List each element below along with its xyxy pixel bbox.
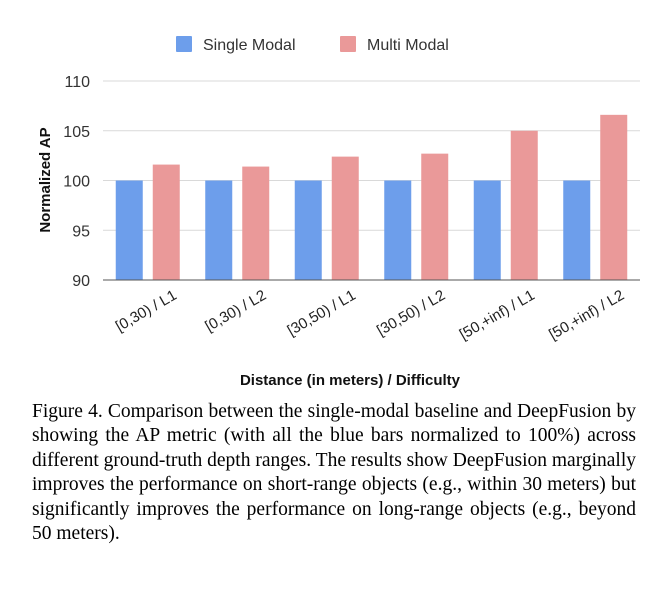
legend-label: Single Modal [203,37,296,54]
bar-single-modal [115,180,143,280]
bar-multi-modal [421,153,449,280]
y-tick-label: 95 [72,223,90,240]
x-tick-label: [30,50) / L1 [285,287,359,340]
y-tick-label: 110 [64,74,90,91]
figure-caption: Figure 4. Comparison between the single-… [32,401,636,545]
gridlines [103,80,640,281]
y-axis-ticks: 90 95 100 105 110 [63,74,90,290]
bar-multi-modal [152,164,180,280]
bar-single-modal [205,180,233,280]
legend-swatch [340,36,356,52]
bar-multi-modal [331,156,359,280]
x-axis-title: Distance (in meters) / Difficulty [240,372,461,389]
legend-swatch [176,36,192,52]
bars [103,114,640,281]
x-tick-label: [0,30) / L2 [202,287,269,335]
x-tick-label: [0,30) / L1 [113,287,180,335]
y-tick-label: 100 [63,174,90,191]
x-tick-label: [50,+inf) / L2 [546,287,627,344]
legend-label: Multi Modal [367,37,449,54]
bar-single-modal [473,180,501,280]
bar-multi-modal [510,130,538,280]
bar-multi-modal [600,114,628,280]
legend: Single Modal Multi Modal [176,36,449,54]
bar-multi-modal [242,166,270,280]
x-tick-label: [50,+inf) / L1 [457,287,538,344]
y-axis-title: Normalized AP [37,127,54,232]
bar-chart: Single Modal Multi Modal 90 95 100 105 110 [0… [37,36,640,389]
x-axis-labels: [0,30) / L1 [0,30) / L2 [30,50) / L1 [30,50… [113,287,627,344]
bar-single-modal [294,180,322,280]
x-tick-label: [30,50) / L2 [374,287,448,340]
bar-single-modal [384,180,412,280]
y-tick-label: 90 [72,273,90,290]
y-tick-label: 105 [63,124,90,141]
bar-single-modal [563,180,591,280]
